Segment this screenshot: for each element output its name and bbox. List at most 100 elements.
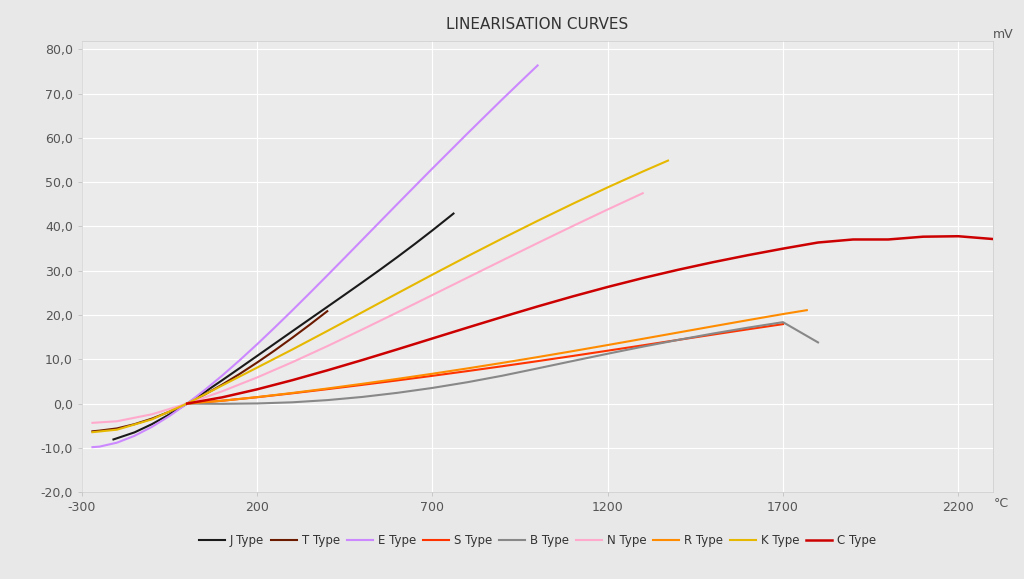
Line: B Type: B Type: [187, 322, 818, 404]
R Type: [601, 342, 613, 349]
K Type: [426, 271, 438, 278]
E Type: [426, 165, 438, 172]
S Type: [672, 336, 684, 343]
J Type: [164, 411, 176, 418]
E Type: [409, 183, 421, 190]
K Type: [286, 346, 298, 353]
K Type: [637, 168, 649, 175]
B Type: [566, 358, 579, 365]
T Type: [251, 359, 263, 366]
R Type: [181, 400, 194, 407]
N Type: [426, 291, 438, 298]
J Type: [339, 291, 351, 298]
S Type: [462, 368, 474, 375]
R Type: [497, 360, 509, 367]
J Type: [443, 213, 456, 220]
C Type: [497, 313, 509, 320]
R Type: [216, 397, 228, 404]
B Type: [462, 379, 474, 386]
N Type: [497, 257, 509, 264]
B Type: [286, 399, 298, 406]
J Type: [356, 279, 369, 286]
C Type: [777, 245, 790, 252]
C Type: [992, 236, 1005, 243]
C Type: [356, 357, 369, 364]
E Type: [391, 200, 403, 207]
R Type: [356, 380, 369, 387]
K Type: [111, 426, 123, 433]
R Type: [637, 335, 649, 342]
N Type: [86, 419, 98, 426]
E Type: [514, 79, 526, 86]
R Type: [672, 329, 684, 336]
C Type: [812, 239, 824, 246]
Text: °C: °C: [993, 497, 1009, 510]
N Type: [145, 411, 158, 417]
K Type: [497, 235, 509, 242]
T Type: [86, 428, 98, 435]
N Type: [216, 388, 228, 395]
N Type: [601, 206, 613, 213]
E Type: [128, 433, 140, 439]
J Type: [268, 340, 281, 347]
Text: mV: mV: [993, 28, 1014, 41]
K Type: [391, 290, 403, 297]
B Type: [777, 318, 790, 325]
C Type: [847, 236, 859, 243]
R Type: [707, 323, 719, 330]
J Type: [128, 429, 140, 436]
N Type: [391, 309, 403, 316]
B Type: [356, 394, 369, 401]
E Type: [86, 444, 98, 450]
S Type: [566, 353, 579, 360]
Line: N Type: N Type: [92, 193, 643, 423]
T Type: [128, 421, 140, 428]
C Type: [707, 259, 719, 266]
J Type: [426, 227, 438, 234]
B Type: [672, 336, 684, 343]
E Type: [199, 387, 211, 394]
N Type: [181, 400, 194, 407]
E Type: [93, 443, 105, 450]
E Type: [233, 357, 246, 364]
T Type: [322, 307, 334, 314]
K Type: [566, 200, 579, 207]
T Type: [164, 408, 176, 415]
T Type: [199, 391, 211, 398]
T Type: [93, 427, 105, 434]
T Type: [216, 381, 228, 388]
J Type: [447, 210, 460, 217]
E Type: [322, 272, 334, 279]
E Type: [216, 372, 228, 379]
C Type: [952, 233, 965, 240]
R Type: [531, 354, 544, 361]
S Type: [181, 400, 194, 407]
E Type: [356, 236, 369, 243]
E Type: [268, 324, 281, 331]
J Type: [233, 365, 246, 372]
C Type: [531, 303, 544, 310]
J Type: [322, 303, 334, 310]
K Type: [531, 217, 544, 224]
E Type: [339, 254, 351, 261]
R Type: [391, 375, 403, 382]
Legend: J Type, T Type, E Type, S Type, B Type, N Type, R Type, K Type, C Type: J Type, T Type, E Type, S Type, B Type, …: [199, 534, 877, 547]
B Type: [181, 400, 194, 407]
Line: J Type: J Type: [114, 214, 454, 439]
R Type: [322, 385, 334, 392]
B Type: [707, 330, 719, 337]
B Type: [497, 372, 509, 379]
E Type: [443, 148, 456, 155]
J Type: [251, 353, 263, 360]
T Type: [286, 334, 298, 341]
E Type: [303, 290, 315, 296]
E Type: [462, 130, 474, 137]
J Type: [391, 254, 403, 261]
S Type: [322, 386, 334, 393]
N Type: [637, 190, 649, 197]
J Type: [181, 400, 194, 407]
S Type: [216, 397, 228, 404]
R Type: [426, 370, 438, 377]
E Type: [145, 423, 158, 430]
N Type: [286, 359, 298, 366]
